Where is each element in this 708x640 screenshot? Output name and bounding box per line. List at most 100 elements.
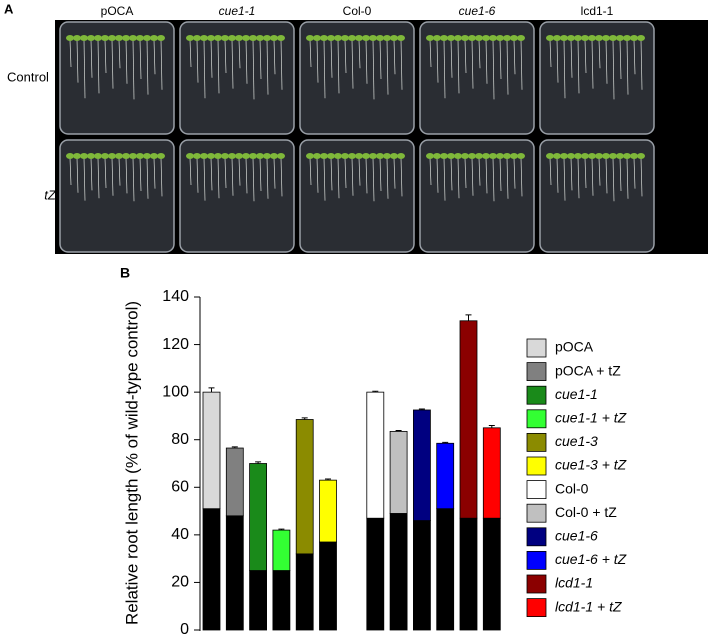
- root: [492, 157, 495, 202]
- seedling: [496, 35, 504, 41]
- bar-segment: [459, 320, 478, 519]
- seedling: [383, 153, 391, 159]
- seedling: [369, 35, 377, 41]
- seedling: [235, 153, 243, 159]
- root: [337, 39, 340, 94]
- bar-segment: [366, 517, 385, 631]
- root: [563, 39, 566, 99]
- root: [69, 39, 72, 68]
- seedling: [80, 35, 88, 41]
- seedling: [616, 35, 624, 41]
- seedling: [207, 35, 215, 41]
- seedling: [242, 153, 250, 159]
- seedling: [574, 153, 582, 159]
- seedling: [228, 35, 236, 41]
- error-bar: [325, 478, 331, 481]
- root: [492, 39, 495, 100]
- column-label: Col-0: [343, 4, 372, 18]
- seedling: [637, 153, 645, 159]
- seedling: [263, 153, 271, 159]
- seedling: [270, 35, 278, 41]
- bar-segment: [319, 541, 337, 631]
- root: [400, 39, 403, 90]
- root: [153, 157, 156, 189]
- y-tick-label: 20: [171, 574, 189, 591]
- root: [598, 157, 601, 186]
- root: [605, 157, 608, 194]
- plate-photo: [179, 139, 295, 253]
- root: [118, 39, 121, 69]
- plate-photo: [419, 21, 535, 135]
- seedling: [433, 153, 441, 159]
- root: [238, 39, 241, 69]
- seedling: [101, 35, 109, 41]
- root: [203, 39, 206, 99]
- bar-segment: [319, 479, 337, 543]
- seedling: [327, 153, 335, 159]
- root: [577, 39, 580, 94]
- seedling: [581, 35, 589, 41]
- seedling: [186, 35, 194, 41]
- seedling: [136, 153, 144, 159]
- seedling: [150, 153, 158, 159]
- plate-photo: [299, 139, 415, 253]
- root: [160, 157, 163, 197]
- seedling: [313, 35, 321, 41]
- root: [386, 39, 389, 95]
- root: [478, 39, 481, 69]
- root: [330, 157, 333, 191]
- legend-swatch: [526, 574, 547, 594]
- root: [633, 39, 636, 75]
- seedling: [277, 153, 285, 159]
- legend-label: pOCA + tZ: [555, 362, 621, 378]
- seedling: [362, 153, 370, 159]
- root: [386, 157, 389, 199]
- legend-swatch: [526, 432, 547, 452]
- root: [337, 157, 340, 199]
- root: [570, 39, 573, 78]
- root: [280, 157, 283, 197]
- legend-swatch: [526, 338, 547, 358]
- seedling: [468, 153, 476, 159]
- seedling: [341, 153, 349, 159]
- row-label: tZ: [44, 187, 57, 202]
- error-bar: [488, 424, 495, 428]
- root: [443, 39, 446, 99]
- root: [309, 157, 312, 186]
- root: [97, 39, 100, 94]
- seedling: [200, 153, 208, 159]
- legend-label: Col-0 + tZ: [555, 504, 617, 520]
- legend-label: cue1-1: [555, 386, 598, 402]
- seedling: [390, 153, 398, 159]
- root: [633, 157, 636, 189]
- seedling: [560, 153, 568, 159]
- root: [252, 157, 255, 202]
- seedling: [623, 153, 631, 159]
- root: [429, 39, 432, 68]
- root: [203, 157, 206, 201]
- seedling: [242, 35, 250, 41]
- seedling: [510, 153, 518, 159]
- root: [464, 39, 467, 74]
- root: [111, 39, 114, 89]
- seedling: [454, 35, 462, 41]
- seedling: [66, 153, 74, 159]
- seedling: [609, 153, 617, 159]
- root: [570, 157, 573, 191]
- root: [245, 39, 248, 84]
- root: [273, 39, 276, 75]
- root: [591, 39, 594, 89]
- seedling: [496, 153, 504, 159]
- root: [118, 157, 121, 186]
- seedling: [277, 35, 285, 41]
- bar-segment: [249, 463, 268, 571]
- root: [429, 157, 432, 186]
- seedling: [193, 35, 201, 41]
- root: [83, 157, 86, 201]
- root: [584, 39, 587, 74]
- root: [471, 39, 474, 89]
- legend-label: pOCA: [555, 339, 594, 355]
- seedling: [115, 35, 123, 41]
- root: [478, 157, 481, 186]
